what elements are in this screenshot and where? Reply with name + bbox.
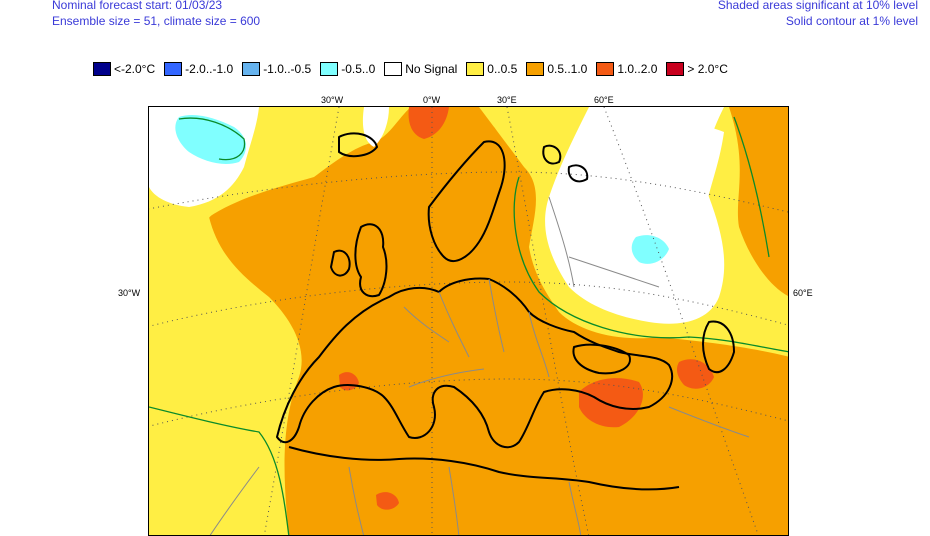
coastline-ireland: [330, 249, 351, 277]
significance-note: Shaded areas significant at 10% level: [717, 0, 918, 12]
contour-note: Solid contour at 1% level: [785, 14, 918, 28]
lon-label-30e: 30°E: [497, 95, 517, 105]
strong-warm-region-africa: [376, 492, 399, 510]
contour-line: [178, 117, 246, 161]
legend-swatch: [320, 62, 339, 76]
legend-swatch: [242, 62, 261, 76]
lon-label-60e: 60°E: [594, 95, 614, 105]
legend-item: 0..0.5: [466, 62, 517, 76]
coastline-arctic-island: [542, 144, 562, 165]
color-legend: <-2.0°C -2.0..-1.0 -1.0..-0.5 -0.5..0 No…: [93, 60, 737, 78]
lon-label-30w: 30°W: [321, 95, 344, 105]
legend-item: -1.0..-0.5: [242, 62, 311, 76]
legend-item: 0.5..1.0: [526, 62, 587, 76]
border-line: [528, 311, 550, 378]
graticule-line: [149, 378, 788, 427]
border-line: [403, 306, 450, 343]
legend-label: No Signal: [405, 62, 458, 76]
graticule-line: [149, 171, 788, 213]
coastline-iceland: [338, 132, 378, 158]
no-signal-region-ural: [628, 121, 724, 222]
strong-warm-region-turkey: [579, 378, 643, 428]
coastlines: [276, 132, 735, 491]
legend-label: <-2.0°C: [114, 62, 156, 76]
coastline-scandinavia: [427, 140, 506, 262]
graticule: [149, 107, 788, 535]
border-line: [548, 196, 575, 288]
coastline-europe: [276, 277, 674, 449]
side-label-right: 60°E: [793, 288, 813, 298]
legend-swatch: [666, 62, 685, 76]
strong-warm-region-north: [408, 107, 449, 139]
cool-region-russia: [631, 235, 669, 264]
contour-line: [733, 116, 770, 258]
legend-label: 1.0..2.0: [617, 62, 658, 76]
legend-item: 1.0..2.0: [596, 62, 657, 76]
border-line: [438, 291, 470, 358]
legend-swatch: [466, 62, 485, 76]
legend-label: 0..0.5: [487, 62, 518, 76]
legend-label: > 2.0°C: [687, 62, 728, 76]
border-line: [488, 278, 505, 353]
anomaly-region-yellow-sw: [149, 402, 289, 535]
legend-swatch: [384, 62, 403, 76]
legend-item: -2.0..-1.0: [164, 62, 233, 76]
significance-contours: [149, 116, 788, 535]
anomaly-map: [148, 106, 789, 536]
coastline-black-sea: [572, 343, 631, 375]
header-left: Nominal forecast start: 01/03/23 Ensembl…: [52, 0, 260, 29]
legend-label: 0.5..1.0: [547, 62, 588, 76]
contour-line: [149, 406, 290, 535]
coastline-caspian: [702, 320, 735, 374]
border-line: [668, 406, 750, 438]
header-right: Shaded areas significant at 10% level So…: [718, 0, 918, 29]
coastline-britain: [354, 223, 388, 297]
border-line: [568, 256, 660, 288]
coastline-arctic-island: [567, 164, 589, 183]
graticule-line: [603, 107, 759, 535]
legend-label: -0.5..0: [341, 62, 376, 76]
coastline-north-africa: [288, 446, 680, 491]
legend-item: > 2.0°C: [666, 62, 728, 76]
contour-line: [513, 176, 788, 353]
legend-label: -2.0..-1.0: [185, 62, 234, 76]
strong-warm-region-caucasus: [676, 359, 714, 389]
legend-item: -0.5..0: [320, 62, 375, 76]
legend-swatch: [526, 62, 545, 76]
map-canvas: [149, 107, 788, 535]
legend-item: No Signal: [384, 62, 457, 76]
border-line: [408, 368, 485, 388]
forecast-start-text: Nominal forecast start: 01/03/23: [52, 0, 223, 12]
anomaly-region-orange-scand: [427, 193, 495, 267]
legend-swatch: [164, 62, 183, 76]
anomaly-region-orange-north: [414, 121, 500, 172]
legend-label: -1.0..-0.5: [263, 62, 312, 76]
legend-swatch: [596, 62, 615, 76]
legend-item: <-2.0°C: [93, 62, 155, 76]
lon-label-0: 0°W: [423, 95, 441, 105]
side-label-left: 30°W: [118, 288, 141, 298]
anomaly-region-orange: [209, 107, 788, 535]
ensemble-size-text: Ensemble size = 51, climate size = 600: [52, 14, 261, 28]
legend-swatch: [93, 62, 111, 76]
